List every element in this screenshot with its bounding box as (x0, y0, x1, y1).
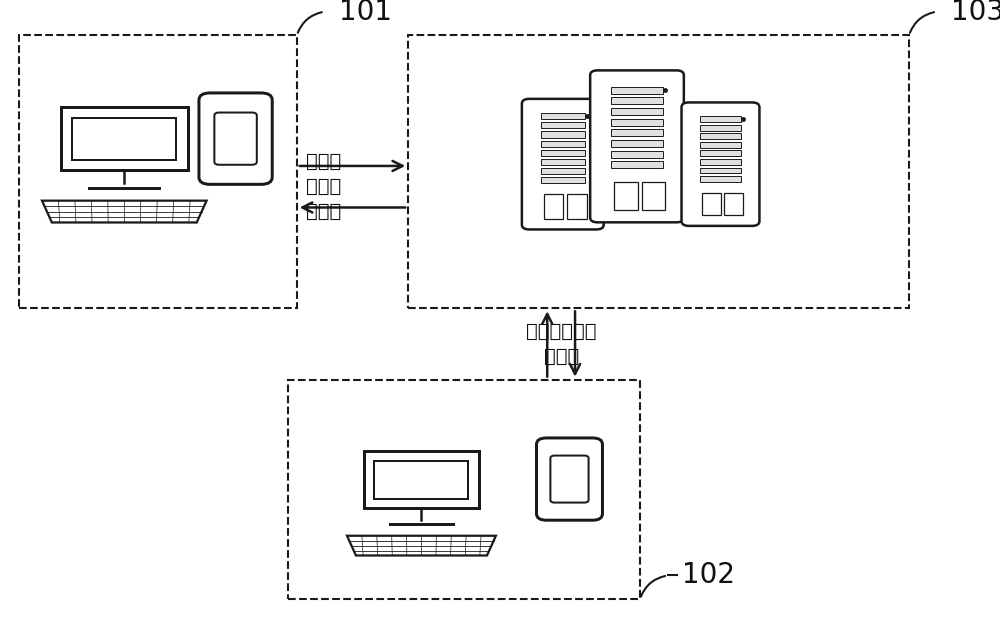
FancyBboxPatch shape (214, 112, 257, 165)
Text: 103: 103 (951, 0, 1000, 26)
Bar (544, 194, 563, 218)
Text: 101: 101 (339, 0, 392, 26)
FancyBboxPatch shape (590, 70, 684, 222)
Bar (614, 182, 638, 210)
Bar (700, 125, 741, 131)
Bar (408, 35, 909, 308)
Bar (611, 161, 663, 168)
FancyBboxPatch shape (522, 99, 604, 230)
Bar (364, 451, 479, 508)
Bar (611, 140, 663, 147)
Bar (700, 116, 741, 122)
Bar (541, 141, 585, 147)
Bar (541, 177, 585, 183)
Bar (541, 131, 585, 138)
Bar (19, 35, 297, 308)
Bar (611, 108, 663, 115)
Bar (642, 182, 665, 210)
Bar (541, 168, 585, 174)
Bar (541, 114, 585, 119)
Bar (700, 176, 741, 182)
Bar (374, 461, 468, 499)
Bar (611, 151, 663, 158)
Polygon shape (347, 536, 496, 555)
Bar (61, 107, 188, 170)
Bar (702, 193, 721, 215)
FancyBboxPatch shape (550, 455, 589, 503)
Bar (611, 130, 663, 136)
FancyBboxPatch shape (199, 93, 272, 184)
Bar (567, 194, 587, 218)
Text: 无线网
络或有
线网络: 无线网 络或有 线网络 (306, 152, 341, 222)
Bar (611, 118, 663, 126)
Bar (541, 159, 585, 165)
Bar (72, 118, 176, 160)
Bar (700, 168, 741, 173)
Bar (700, 159, 741, 165)
Bar (700, 142, 741, 147)
Bar (288, 379, 640, 599)
Bar (611, 86, 663, 94)
Text: 无线网络或有
线网络: 无线网络或有 线网络 (526, 322, 596, 366)
Text: 102: 102 (682, 561, 735, 589)
FancyBboxPatch shape (537, 438, 602, 520)
Bar (541, 150, 585, 155)
Bar (541, 122, 585, 128)
Bar (611, 97, 663, 104)
Bar (700, 133, 741, 139)
Bar (700, 151, 741, 156)
FancyBboxPatch shape (682, 102, 759, 226)
Bar (724, 193, 743, 215)
Polygon shape (42, 201, 207, 223)
